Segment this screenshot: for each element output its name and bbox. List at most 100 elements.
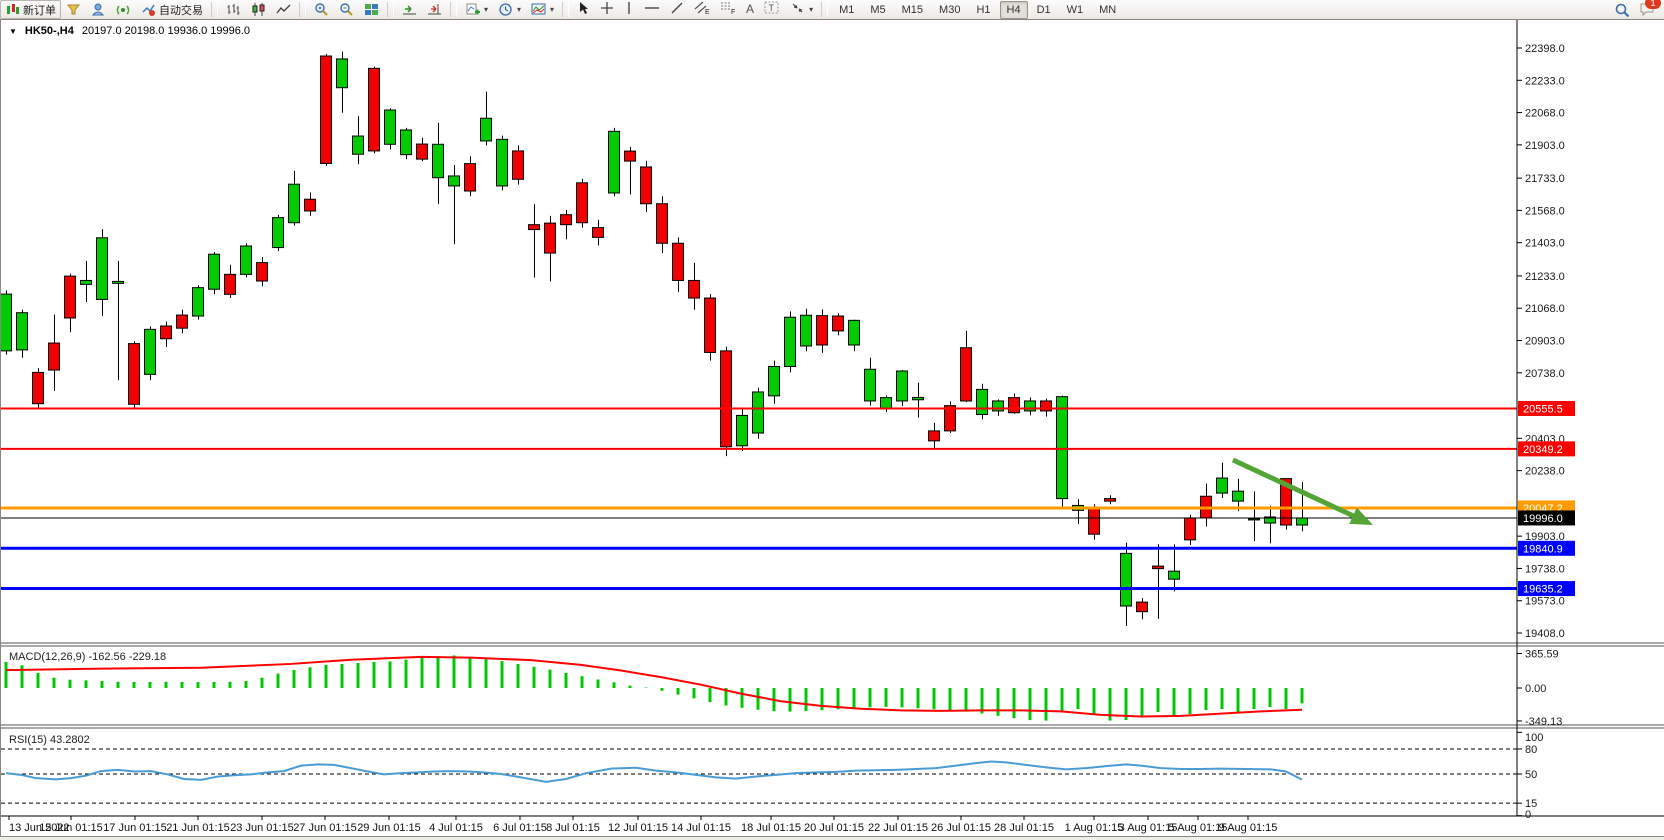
timeframe-button-m5[interactable]: M5 <box>870 3 886 16</box>
candle-body <box>720 350 732 448</box>
price-level-badge-text: 20349.2 <box>1523 444 1563 456</box>
trendline-icon <box>670 1 684 19</box>
price-axis-label: 21903.0 <box>1525 140 1565 152</box>
chart-shift-button[interactable] <box>422 0 447 19</box>
chart-canvas[interactable]: 22398.0 22233.0 22068.0 21903.0 21733.0 21568… <box>1 20 1664 836</box>
new-order-button[interactable]: 新订单 <box>0 0 61 19</box>
time-axis-label: 17 Jun 01:15 <box>103 822 167 834</box>
fibonacci-tool-button[interactable]: F <box>715 0 741 19</box>
candle-body <box>1264 516 1276 524</box>
trade-assistant-button[interactable] <box>86 0 111 19</box>
candle-body <box>816 315 828 346</box>
bar-chart-button[interactable] <box>221 0 246 19</box>
notifications-button[interactable]: 1 <box>1639 0 1661 17</box>
candle-body <box>112 280 124 284</box>
timeframe-button-m30[interactable]: M30 <box>939 3 961 16</box>
search-icon[interactable] <box>1614 2 1630 18</box>
trendline-tool-button[interactable] <box>665 0 689 19</box>
rsi-axis-label: 100 <box>1525 732 1543 744</box>
candle-body <box>400 129 412 156</box>
macd-signal-line <box>5 655 1303 718</box>
price-axis-label: 19408.0 <box>1525 628 1565 640</box>
zoom-in-button[interactable] <box>309 0 334 19</box>
candle-body <box>1120 552 1132 607</box>
price-axis-label: 22398.0 <box>1525 43 1565 55</box>
candle-body <box>608 130 620 194</box>
timeframe-button-d1[interactable]: D1 <box>1036 3 1051 16</box>
templates-button[interactable]: ▾ <box>526 0 559 19</box>
candle-body <box>384 109 396 145</box>
candle-body <box>736 414 748 447</box>
rsi-axis-label: 15 <box>1525 798 1537 810</box>
chart-ohlc-values: 20197.0 20198.0 19936.0 19996.0 <box>81 25 251 37</box>
candle-body <box>496 138 508 187</box>
candle-body <box>368 67 380 152</box>
periods-button[interactable]: ▾ <box>493 0 526 19</box>
zoom-out-button[interactable] <box>334 0 359 19</box>
price-axis-label: 21568.0 <box>1525 205 1565 217</box>
indicators-button[interactable]: ▾ <box>460 0 493 19</box>
candle-body <box>752 391 764 434</box>
text-tool-button[interactable]: A <box>741 0 759 19</box>
cursor-tool-button[interactable] <box>572 0 595 19</box>
horizontal-line-tool-button[interactable] <box>639 0 665 19</box>
line-chart-icon <box>276 2 291 17</box>
time-axis-label: 1 Aug 01:15 <box>1065 822 1124 834</box>
market-watch-button[interactable] <box>61 0 86 19</box>
candle-body <box>336 58 348 89</box>
candle-body <box>544 222 556 254</box>
collapse-triangle-icon[interactable]: ▼ <box>9 26 17 36</box>
auto-scroll-icon <box>402 2 417 17</box>
timeframe-button-m15[interactable]: M15 <box>901 3 924 16</box>
channel-tool-button[interactable]: E <box>689 0 715 19</box>
svg-text:T: T <box>769 3 775 13</box>
candle-body <box>480 117 492 142</box>
candlestick-chart-button[interactable] <box>246 0 271 19</box>
auto-trading-button[interactable]: 自动交易 <box>136 0 208 19</box>
timeframe-button-mn[interactable]: MN <box>1099 3 1117 16</box>
candle-body <box>832 315 844 332</box>
dropdown-caret-icon: ▾ <box>550 5 555 14</box>
crosshair-tool-button[interactable] <box>595 0 619 19</box>
cursor-icon <box>577 1 590 19</box>
candle-body <box>976 388 988 415</box>
timeframe-button-m1[interactable]: M1 <box>839 3 855 16</box>
candle-body <box>784 316 796 368</box>
time-axis-label: 28 Jul 01:15 <box>994 822 1054 834</box>
candle-body <box>1232 490 1244 502</box>
price-axis-label: 21733.0 <box>1525 173 1565 185</box>
macd-axis-label: -349.13 <box>1525 716 1562 728</box>
timeframe-group: M1 M5 M15 M30 H1 H4 D1 W1 MN <box>831 0 1124 19</box>
chart-legend: ▼ HK50-,H4 20197.0 20198.0 19936.0 19996… <box>9 25 250 37</box>
timeframe-button-w1[interactable]: W1 <box>1066 3 1084 16</box>
candle-body <box>96 237 108 300</box>
text-label-tool-button[interactable]: T <box>759 0 785 19</box>
signals-button[interactable] <box>111 0 136 19</box>
candle-body <box>768 366 780 397</box>
chart-window: ▼ HK50-,H4 20197.0 20198.0 19936.0 19996… <box>0 19 1664 837</box>
bar-chart-icon <box>226 2 241 17</box>
candle-body <box>256 262 268 282</box>
arrows-tool-button[interactable]: ▾ <box>785 0 818 19</box>
rsi-axis-label: 80 <box>1525 744 1537 756</box>
chart-background <box>1 20 1664 836</box>
auto-scroll-button[interactable] <box>397 0 422 19</box>
timeframe-button-h4[interactable]: H4 <box>999 0 1028 19</box>
timeframe-button-h1[interactable]: H1 <box>976 3 991 16</box>
trend-arrow-head <box>1349 507 1373 525</box>
clock-icon <box>498 2 513 17</box>
time-axis-label: 21 Jun 01:15 <box>166 822 230 834</box>
candle-body <box>560 214 572 226</box>
tile-windows-button[interactable] <box>359 0 384 19</box>
candle-body <box>1008 397 1020 414</box>
candle-body <box>704 297 716 353</box>
time-axis-label: 3 Aug 01:15 <box>1119 822 1178 834</box>
toolbar-separator <box>387 2 394 17</box>
price-axis-label: 20738.0 <box>1525 368 1565 380</box>
candle-body <box>224 273 236 295</box>
line-chart-button[interactable] <box>271 0 296 19</box>
vertical-line-tool-button[interactable] <box>619 0 639 19</box>
candle-body <box>64 275 76 319</box>
text-label-icon: T <box>764 0 780 19</box>
dropdown-caret-icon: ▾ <box>809 5 814 14</box>
